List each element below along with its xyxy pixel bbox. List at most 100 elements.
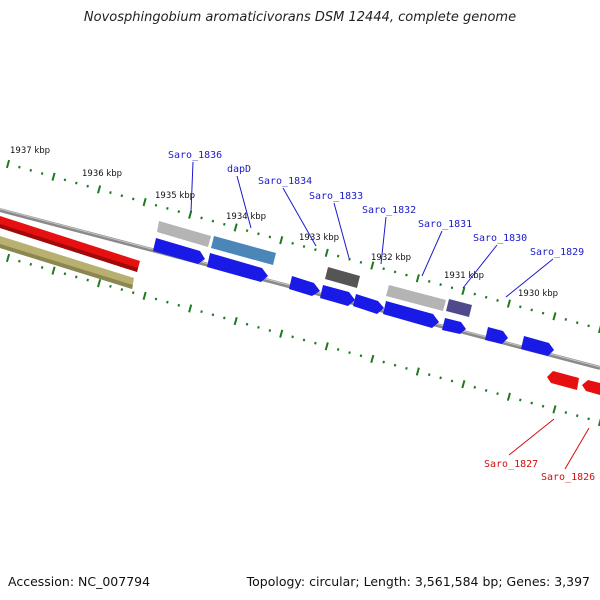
outer-minor-tick	[587, 324, 590, 328]
outer-minor-tick	[268, 235, 272, 239]
outer-minor-tick	[131, 197, 135, 201]
inner-minor-tick	[519, 398, 522, 402]
gene-label-dapd[interactable]: dapD	[227, 164, 251, 175]
feature-bar-gray-1[interactable]	[157, 221, 211, 247]
outer-minor-tick	[359, 260, 363, 264]
outer-minor-tick	[575, 321, 579, 325]
outer-major-tick	[279, 236, 284, 245]
outer-minor-tick	[166, 206, 169, 210]
forward-gene-saro-1831[interactable]	[383, 301, 439, 328]
inner-minor-tick	[109, 284, 112, 288]
outer-minor-tick	[223, 222, 226, 226]
outer-minor-tick	[348, 257, 351, 261]
tick-label: 1931 kbp	[444, 271, 484, 281]
outer-minor-tick	[427, 279, 431, 283]
outer-minor-tick	[177, 210, 181, 214]
inner-minor-tick	[40, 266, 44, 269]
accession-text: Accession: NC_007794	[8, 574, 151, 589]
inner-minor-tick	[541, 404, 545, 408]
outer-minor-tick	[63, 178, 67, 182]
gene-label-saro-1833[interactable]: Saro_1833	[309, 191, 363, 202]
inner-minor-tick	[450, 379, 454, 383]
outer-major-tick	[552, 312, 557, 321]
inner-minor-tick	[257, 325, 260, 329]
inner-minor-tick	[223, 316, 226, 320]
outer-major-tick	[415, 274, 420, 283]
outer-minor-tick	[40, 172, 44, 175]
outer-minor-tick	[154, 203, 158, 207]
inner-minor-tick	[314, 341, 317, 345]
gene-leader-line	[236, 175, 252, 229]
inner-major-tick	[233, 316, 238, 326]
outer-minor-tick	[382, 267, 385, 271]
tick-label: 1930 kbp	[518, 289, 558, 299]
outer-minor-tick	[519, 305, 522, 309]
outer-minor-tick	[530, 308, 533, 312]
feature-bar-purple-1830[interactable]	[446, 299, 472, 317]
map-title: Novosphingobium aromaticivorans DSM 1244…	[83, 10, 517, 25]
inner-minor-tick	[211, 313, 215, 317]
outer-major-tick	[597, 325, 600, 334]
outer-minor-tick	[496, 299, 499, 302]
gene-label-saro-1831[interactable]: Saro_1831	[418, 219, 472, 230]
inner-minor-tick	[86, 278, 89, 282]
reverse-gene-bar-shade	[0, 224, 138, 272]
outer-minor-tick	[75, 181, 78, 185]
forward-gene-dapD[interactable]	[207, 253, 268, 282]
tick-label: 1933 kbp	[299, 233, 339, 243]
inner-major-tick	[279, 329, 284, 338]
outer-minor-tick	[211, 219, 215, 223]
inner-minor-tick	[564, 411, 568, 414]
outer-tick-track	[5, 159, 600, 334]
reverse-gene-saro-1827[interactable]	[547, 371, 579, 390]
inner-major-tick	[552, 405, 557, 414]
outer-minor-tick	[18, 165, 21, 169]
inner-major-tick	[51, 266, 56, 275]
gene-leader-line	[190, 161, 194, 213]
inner-major-tick	[415, 367, 420, 376]
tick-label: 1935 kbp	[155, 191, 195, 201]
forward-gene-saro-1834[interactable]	[289, 276, 320, 296]
gene-label-saro-1830[interactable]: Saro_1830	[473, 233, 527, 244]
genome-summary-text: Topology: circular; Length: 3,561,584 bp…	[246, 574, 590, 589]
inner-minor-tick	[154, 297, 158, 301]
inner-major-tick	[324, 342, 329, 351]
gene-label-saro-1832[interactable]: Saro_1832	[362, 205, 416, 216]
gene-leader-line	[508, 418, 555, 456]
inner-major-tick	[5, 253, 11, 263]
gene-label-saro-1836[interactable]: Saro_1836	[168, 150, 222, 161]
outer-minor-tick	[291, 241, 294, 245]
forward-gene-saro-1829[interactable]	[521, 336, 554, 356]
inner-minor-tick	[245, 322, 249, 326]
reverse-gene-saro-1826[interactable]	[582, 380, 600, 395]
inner-minor-tick	[393, 363, 397, 367]
forward-gene-saro-1833[interactable]	[320, 285, 355, 306]
feature-bar-dark-1833[interactable]	[325, 267, 360, 288]
gene-label-saro-1827[interactable]: Saro_1827	[484, 459, 538, 470]
gene-label-saro-1834[interactable]: Saro_1834	[258, 176, 312, 187]
inner-major-tick	[506, 392, 511, 401]
outer-minor-tick	[393, 270, 397, 274]
inner-minor-tick	[120, 288, 124, 291]
feature-bar-gray-1831[interactable]	[386, 285, 446, 311]
inner-minor-tick	[302, 338, 306, 342]
outer-major-tick	[5, 159, 11, 169]
feature-bar-steel-dapD[interactable]	[211, 236, 276, 265]
inner-major-tick	[97, 279, 102, 288]
gene-label-saro-1826[interactable]: Saro_1826	[541, 472, 595, 483]
gene-leader-line	[505, 258, 554, 298]
inner-minor-tick	[439, 376, 442, 380]
inner-minor-tick	[530, 401, 533, 405]
forward-gene-saro-1830[interactable]	[442, 318, 466, 334]
outer-minor-tick	[302, 245, 306, 248]
gene-leader-line	[421, 230, 443, 277]
outer-minor-tick	[405, 273, 408, 277]
gene-label-saro-1829[interactable]: Saro_1829	[530, 247, 584, 258]
inner-tick-track	[5, 253, 600, 427]
forward-gene-saro-1829a[interactable]	[485, 327, 508, 344]
forward-gene-saro-1836[interactable]	[153, 238, 205, 264]
outer-major-tick	[51, 172, 56, 181]
forward-gene-saro-1832[interactable]	[353, 294, 384, 314]
inner-minor-tick	[473, 385, 477, 389]
